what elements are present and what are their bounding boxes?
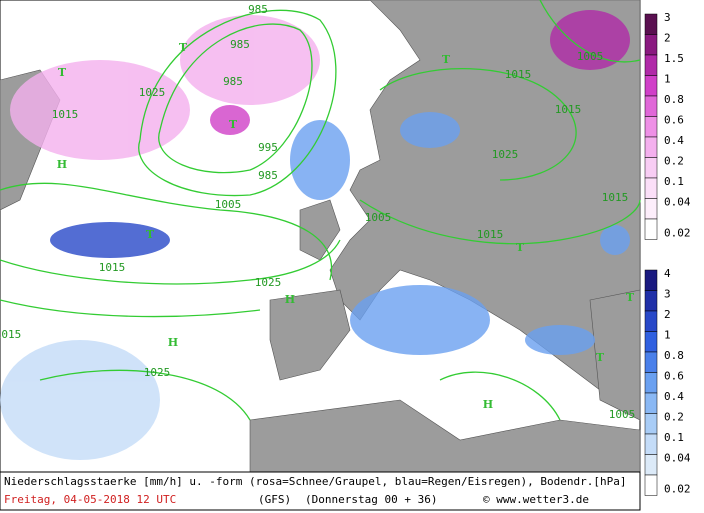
legend-swatch xyxy=(644,75,658,97)
legend-label: 4 xyxy=(664,267,671,280)
legend-label: 1 xyxy=(664,73,671,86)
pressure-center: T xyxy=(442,53,451,66)
isobars xyxy=(0,0,641,421)
legend-swatch xyxy=(644,34,658,56)
legend-label: 1 xyxy=(664,329,671,342)
legend-swatch xyxy=(644,269,658,291)
snow-precip xyxy=(10,10,630,160)
isobar-label: 1005 xyxy=(215,198,242,211)
pressure-center: H xyxy=(285,293,295,306)
legend-label: 2 xyxy=(664,308,671,321)
pressure-center: T xyxy=(516,241,525,254)
legend-swatch xyxy=(644,177,658,199)
legend-swatch xyxy=(644,433,658,455)
legend-swatch xyxy=(644,454,658,476)
isobar-label: 1025 xyxy=(144,366,171,379)
footer xyxy=(0,471,641,511)
isobar-label: 985 xyxy=(230,38,250,51)
isobar-label: 1025 xyxy=(492,148,519,161)
pressure-center: T xyxy=(58,66,67,79)
pressure-center: H xyxy=(483,398,493,411)
legend-label: 2 xyxy=(664,32,671,45)
pressure-center: T xyxy=(179,41,188,54)
legend-label: 0.02 xyxy=(664,226,691,239)
legend-label: 0.2 xyxy=(664,155,684,168)
legend-swatch xyxy=(644,116,658,138)
legend-label: 0.04 xyxy=(664,196,691,209)
isobar-label: 1015 xyxy=(52,108,79,121)
pressure-center: T xyxy=(596,351,605,364)
isobar-label: 1015 xyxy=(555,103,582,116)
run: (Donnerstag 00 + 36) xyxy=(305,493,437,506)
isobar-label: 985 xyxy=(223,75,243,88)
legend-label: 0.02 xyxy=(664,482,691,495)
caption: Niederschlagsstaerke [mm/h] u. -form (ro… xyxy=(4,475,627,488)
legend-swatch xyxy=(644,198,658,220)
legend-swatch xyxy=(644,95,658,117)
model: (GFS) xyxy=(258,493,291,506)
legend-swatch xyxy=(644,136,658,158)
isobar-label: 1015 xyxy=(602,191,629,204)
isobar-label: 1005 xyxy=(577,50,604,63)
legend-label: 0.8 xyxy=(664,349,684,362)
legend-label: 0.4 xyxy=(664,390,684,403)
date: Freitag, 04-05-2018 12 UTC xyxy=(4,493,176,506)
legend-label: 0.8 xyxy=(664,93,684,106)
legend-swatch xyxy=(644,13,658,35)
legend-swatch xyxy=(644,351,658,373)
legend-label: 3 xyxy=(664,288,671,301)
isobar-label: 1015 xyxy=(0,328,21,341)
legend-swatch xyxy=(644,310,658,332)
legend-label: 0.4 xyxy=(664,134,684,147)
legend-swatch xyxy=(644,218,658,240)
legend-swatch xyxy=(644,331,658,353)
legend-swatch xyxy=(644,413,658,435)
credit: © www.wetter3.de xyxy=(483,493,589,506)
pressure-center: T xyxy=(146,228,155,241)
pressure-center: T xyxy=(229,118,238,131)
isobar-label: 995 xyxy=(258,141,278,154)
legend-label: 0.6 xyxy=(664,114,684,127)
pressure-center: T xyxy=(626,291,635,304)
legend-label: 0.6 xyxy=(664,370,684,383)
isobar-label: 1015 xyxy=(477,228,504,241)
legend-label: 0.1 xyxy=(664,431,684,444)
legend-label: 0.1 xyxy=(664,175,684,188)
isobar-label: 1025 xyxy=(139,86,166,99)
legend-swatch xyxy=(644,392,658,414)
isobar-label: 1005 xyxy=(609,408,636,421)
legend-swatch xyxy=(644,54,658,76)
pressure-center: H xyxy=(168,336,178,349)
land xyxy=(0,0,641,473)
legend-swatch xyxy=(644,290,658,312)
isobar-label: 1015 xyxy=(99,261,126,274)
isobar-label: 1015 xyxy=(505,68,532,81)
pressure-center: H xyxy=(57,158,67,171)
isobar-label: 985 xyxy=(248,3,268,16)
legend-label: 0.2 xyxy=(664,411,684,424)
isobar-label: 1025 xyxy=(255,276,282,289)
legend-label: 3 xyxy=(664,11,671,24)
legend-label: 0.04 xyxy=(664,452,691,465)
legend-swatch xyxy=(644,474,658,496)
legend-label: 1.5 xyxy=(664,52,684,65)
isobar-label: 985 xyxy=(258,169,278,182)
isobar-label: 1005 xyxy=(365,211,392,224)
legend-swatch xyxy=(644,372,658,394)
legend-swatch xyxy=(644,157,658,179)
